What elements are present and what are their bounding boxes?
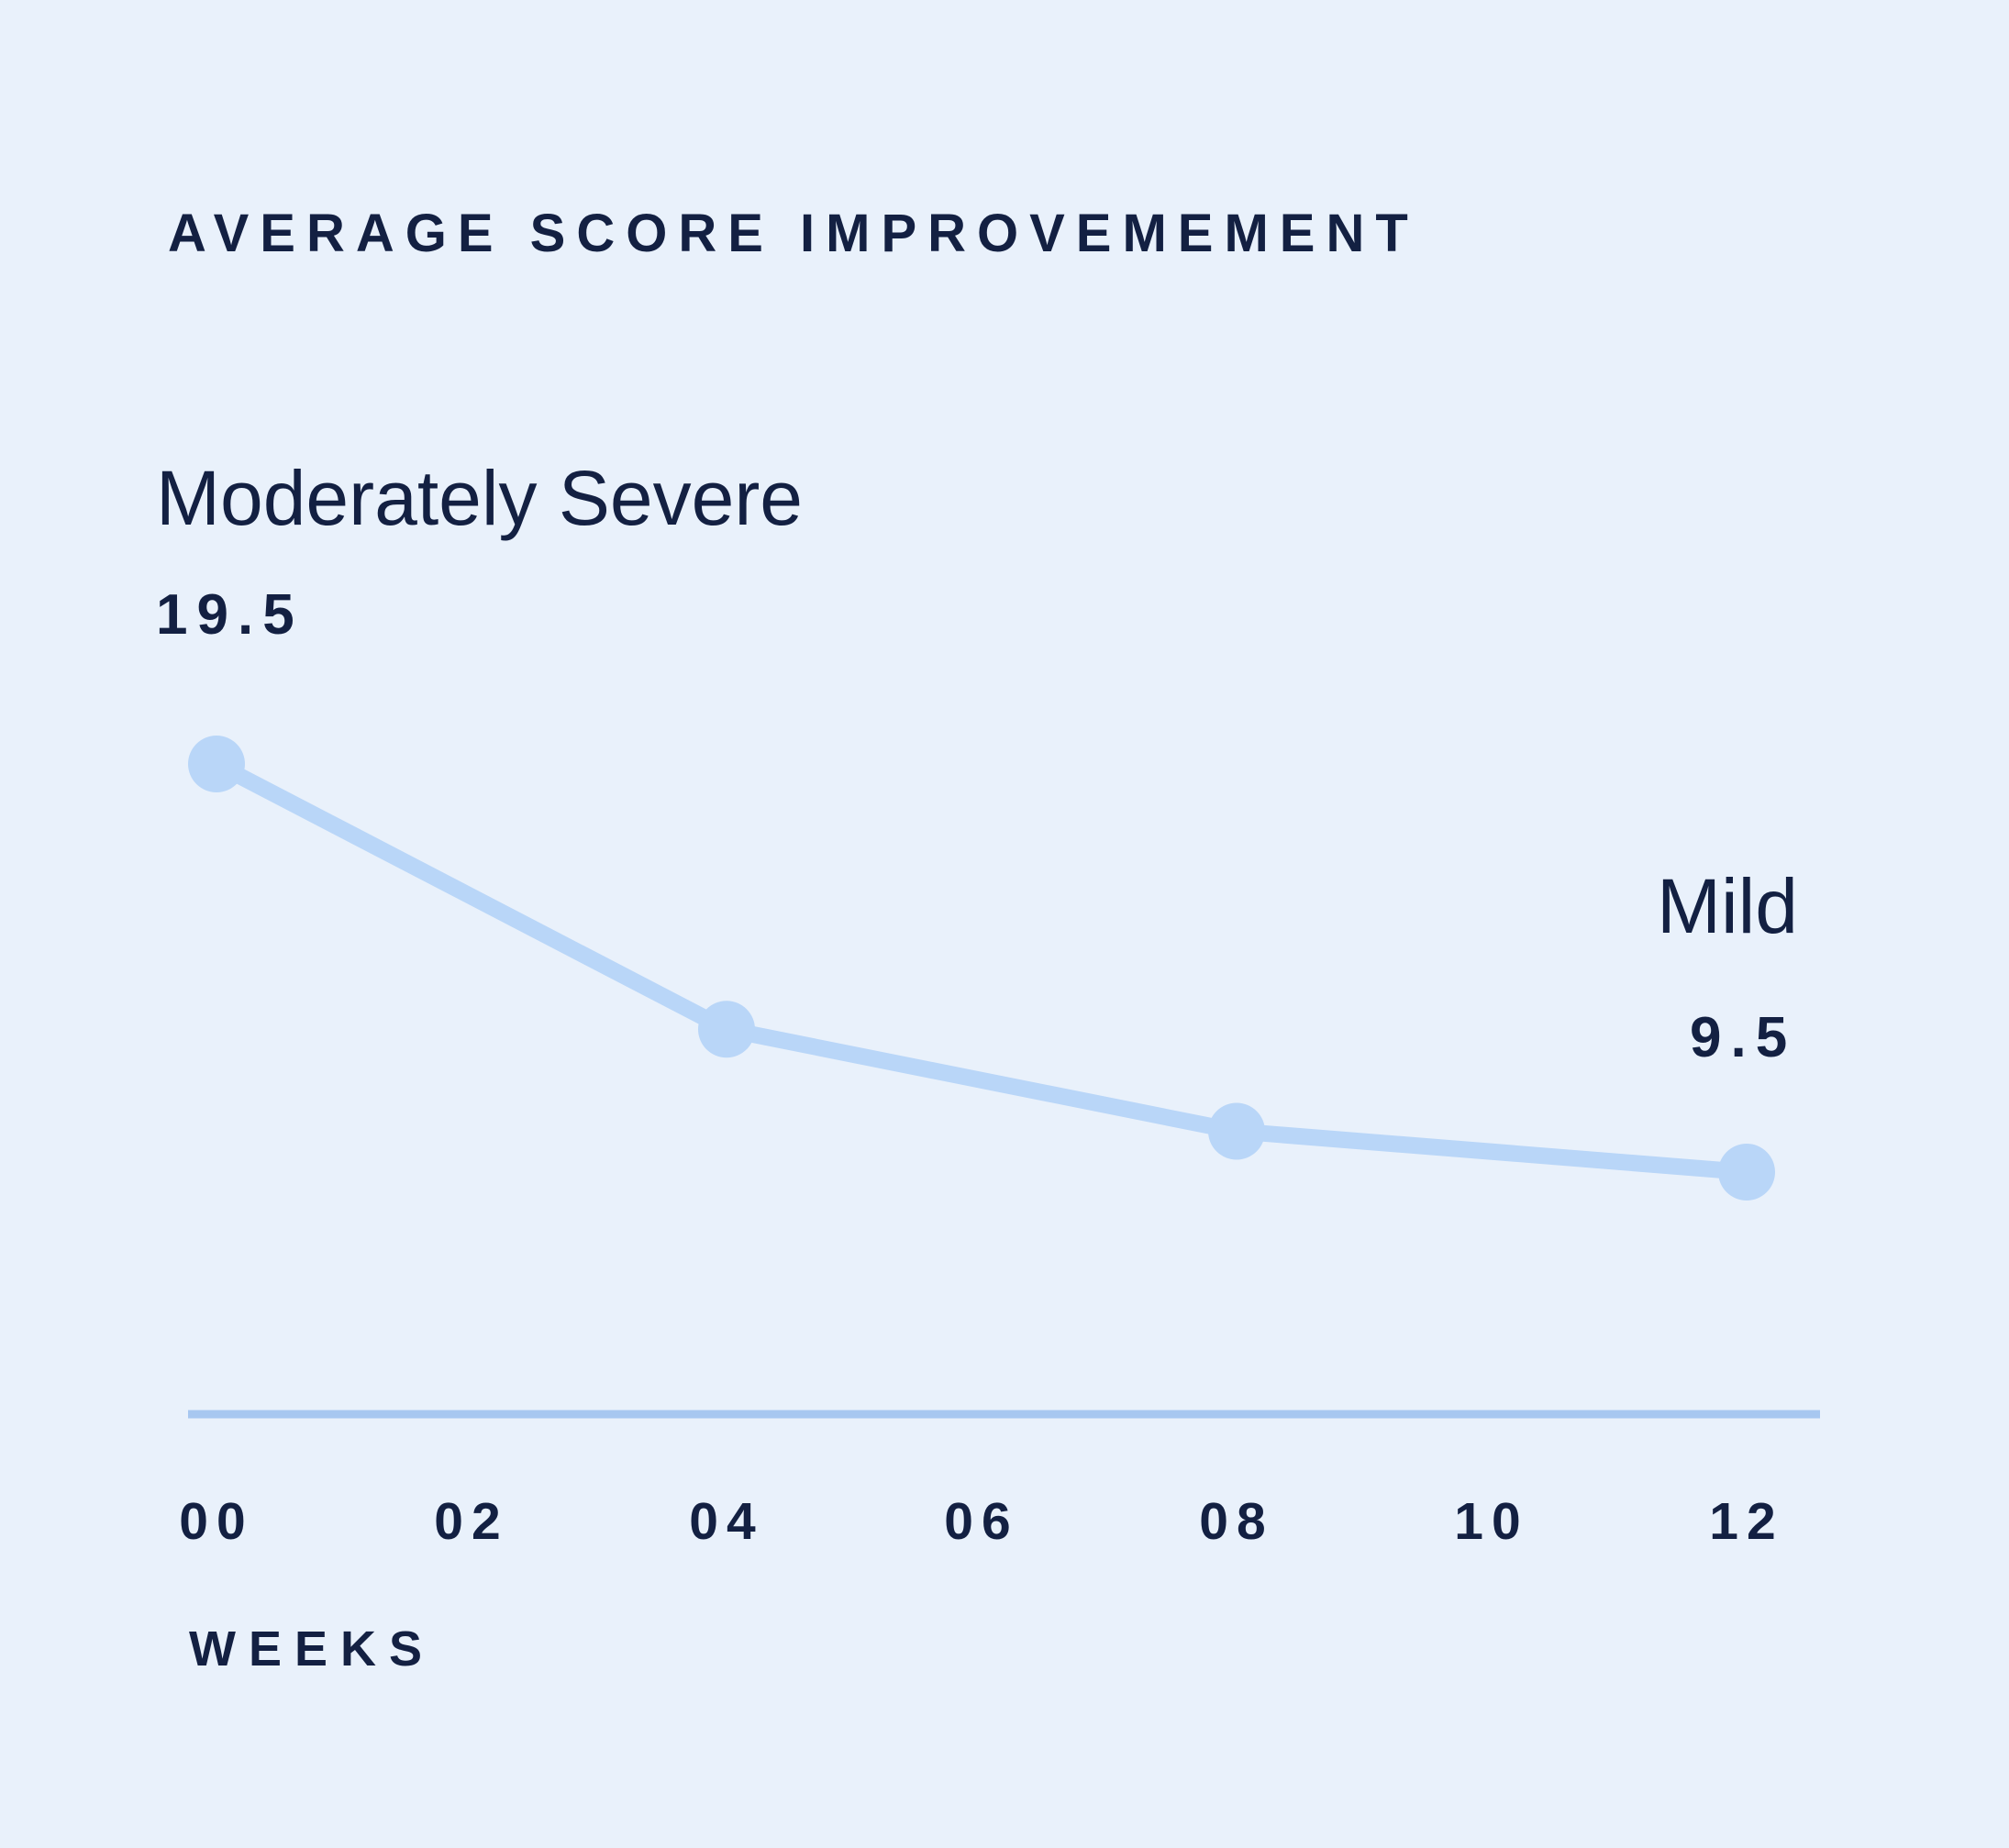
x-tick-label: 04: [689, 1492, 764, 1551]
chart-point: [698, 1001, 755, 1058]
x-axis-label: WEEKS: [189, 1621, 436, 1676]
x-tick-label: 00: [179, 1492, 254, 1551]
x-tick-label: 08: [1199, 1492, 1274, 1551]
chart-point: [1208, 1102, 1265, 1160]
end-value-label: 9.5: [1690, 1006, 1797, 1069]
x-tick-label: 10: [1454, 1492, 1529, 1551]
start-severity-label: Moderately Severe: [156, 455, 804, 541]
chart-point: [1718, 1144, 1775, 1201]
chart-title: AVERAGE SCORE IMPROVEMEMENT: [168, 204, 1419, 263]
x-tick-label: 02: [434, 1492, 509, 1551]
chart-point: [188, 736, 245, 792]
start-value-label: 19.5: [156, 583, 304, 647]
chart-line: [212, 757, 1748, 1180]
end-severity-label: Mild: [1657, 863, 1799, 949]
x-tick-label: 06: [944, 1492, 1019, 1551]
x-tick-label: 12: [1709, 1492, 1784, 1551]
